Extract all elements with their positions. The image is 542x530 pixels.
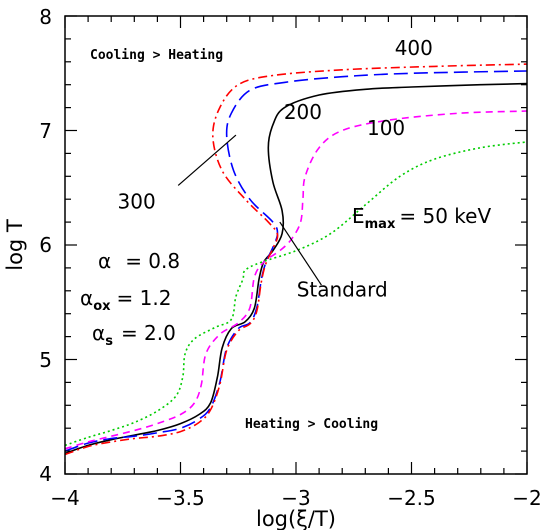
y-tick-label: 7 <box>39 119 52 143</box>
axis-ticks <box>64 15 528 475</box>
leader-line <box>279 221 322 286</box>
curve-label: 100 <box>367 116 405 140</box>
parameter-alpha-ox: αox = 1.2 <box>80 286 171 314</box>
chart-leader-lines <box>177 134 322 286</box>
x-axis-title: log(ξ/T) <box>256 507 336 530</box>
y-tick-label: 8 <box>39 5 52 29</box>
series-line-standard <box>64 82 528 455</box>
parameter-alpha: α = 0.8 <box>98 249 180 273</box>
svg-text:α= 0.8: α = 0.8 <box>98 249 180 273</box>
x-tick-label: −3.5 <box>156 486 205 510</box>
curve-label: 300 <box>118 189 156 213</box>
series-line-100 <box>64 110 528 450</box>
parameter-alpha-s: αs = 2.0 <box>92 321 176 349</box>
curve-label: Standard <box>297 278 388 302</box>
cooling-region-label: Cooling > Heating <box>90 48 223 63</box>
y-axis-title: log T <box>3 219 27 271</box>
heating-region-label: Heating > Cooling <box>245 417 378 432</box>
y-tick-label: 5 <box>39 348 52 372</box>
svg-text:αs= 2.0: αs = 2.0 <box>92 321 176 349</box>
x-tick-label: −2 <box>512 486 541 510</box>
svg-text:Emax= 50 keV: Emax = 50 keV <box>352 204 491 232</box>
x-tick-label: −4 <box>50 486 79 510</box>
emax-label: Emax = 50 keV <box>352 204 491 232</box>
series-line-50 <box>64 141 528 447</box>
y-tick-label: 6 <box>39 233 52 257</box>
x-tick-label: −2.5 <box>387 486 436 510</box>
curve-labels: 400 200 100 300 Standard <box>118 36 433 302</box>
curve-label: 400 <box>395 36 433 60</box>
svg-text:αox= 1.2: αox = 1.2 <box>80 286 171 314</box>
curve-label: 200 <box>284 100 322 124</box>
y-tick-label: 4 <box>39 462 52 486</box>
chart-series-group <box>64 63 528 456</box>
x-tick-label: −3 <box>281 486 310 510</box>
leader-line <box>177 134 237 186</box>
